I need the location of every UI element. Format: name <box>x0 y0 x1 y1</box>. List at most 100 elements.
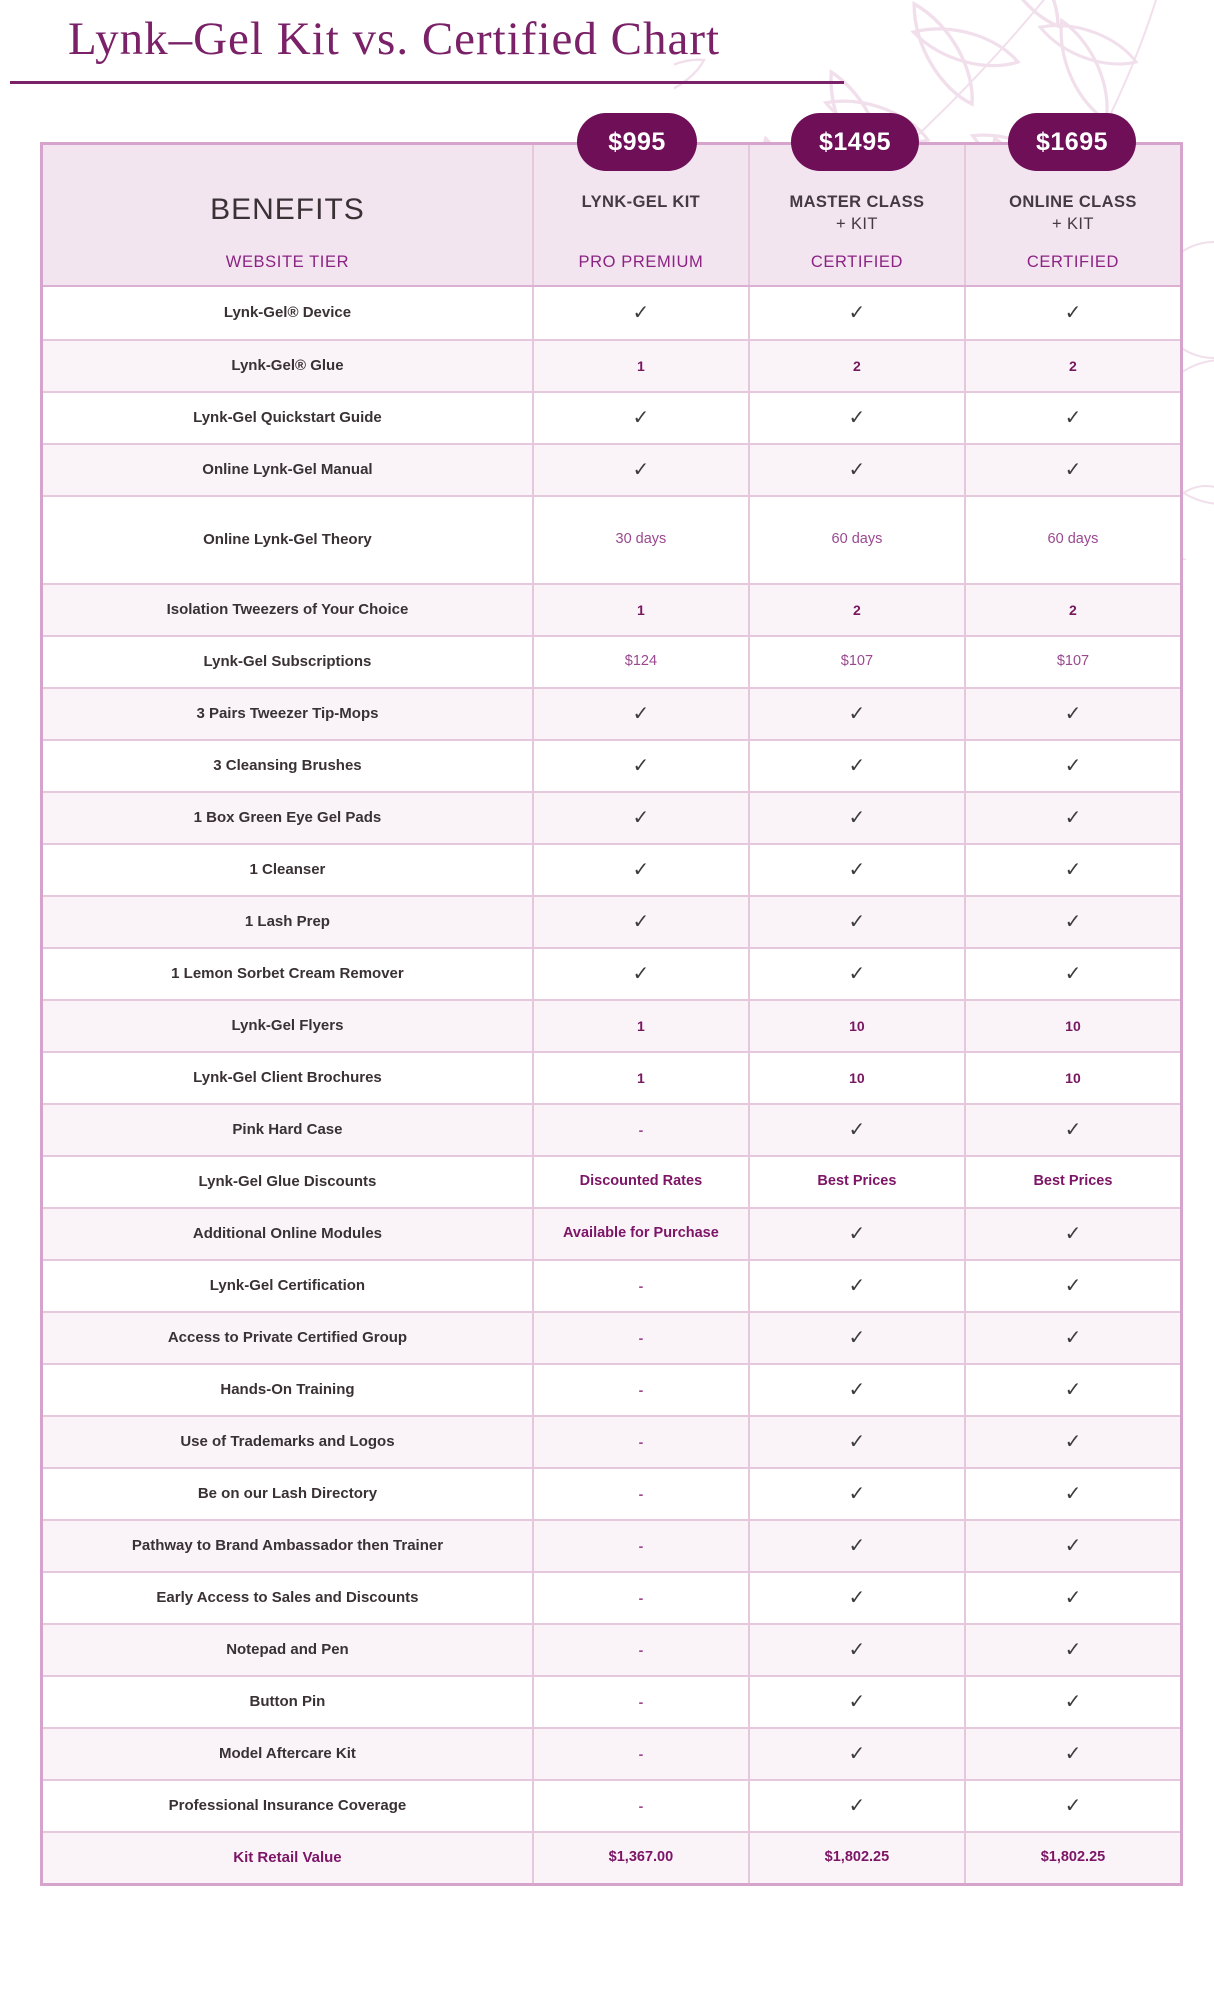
check-icon: ✓ <box>963 1625 1180 1675</box>
check-icon: ✓ <box>747 1209 964 1259</box>
value-cell: - <box>531 1781 748 1831</box>
benefit-label: Pink Hard Case <box>232 1121 343 1138</box>
table-row: 1 Box Green Eye Gel Pads ✓ ✓ ✓ <box>43 791 1180 843</box>
check-icon: ✓ <box>531 845 748 895</box>
column-subtitle: PRO PREMIUM <box>578 253 704 271</box>
check-icon: ✓ <box>531 793 748 843</box>
check-icon: ✓ <box>963 445 1180 495</box>
table-row: Notepad and Pen - ✓ ✓ <box>43 1623 1180 1675</box>
check-icon: ✓ <box>963 897 1180 947</box>
check-icon: ✓ <box>963 1573 1180 1623</box>
comparison-table: BENEFITS WEBSITE TIER LYNK-GEL KIT PRO P… <box>40 142 1183 1886</box>
table-row: Lynk-Gel Glue Discounts Discounted Rates B… <box>43 1155 1180 1207</box>
check-icon: ✓ <box>531 393 748 443</box>
table-row: Hands-On Training - ✓ ✓ <box>43 1363 1180 1415</box>
value-cell: $107 <box>747 637 964 687</box>
check-icon: ✓ <box>963 287 1180 339</box>
title-underline <box>10 81 844 84</box>
value-cell: - <box>531 1729 748 1779</box>
value-cell: - <box>531 1313 748 1363</box>
benefit-label: Additional Online Modules <box>192 1225 383 1242</box>
value-cell: 30 days <box>531 497 748 583</box>
price-badge-1695: $1695 <box>1007 113 1137 171</box>
benefit-label: 1 Lash Prep <box>244 913 330 930</box>
check-icon: ✓ <box>747 393 964 443</box>
check-icon: ✓ <box>747 1781 964 1831</box>
table-row: Lynk-Gel Subscriptions $124 $107 $107 <box>43 635 1180 687</box>
benefit-label: Kit Retail Value <box>233 1849 342 1866</box>
check-icon: ✓ <box>963 1677 1180 1727</box>
check-icon: ✓ <box>531 689 748 739</box>
value-cell: - <box>531 1417 748 1467</box>
table-row: Be on our Lash Directory - ✓ ✓ <box>43 1467 1180 1519</box>
price-badge-995: $995 <box>577 113 697 171</box>
value-cell: 10 <box>747 1053 964 1103</box>
benefit-label: Lynk-Gel Client Brochures <box>193 1069 382 1086</box>
value-cell: - <box>531 1573 748 1623</box>
benefit-label: Lynk-Gel® Glue <box>231 357 344 374</box>
benefit-label: Model Aftercare Kit <box>218 1745 356 1762</box>
check-icon: ✓ <box>747 1573 964 1623</box>
table-row: 3 Pairs Tweezer Tip-Mops ✓ ✓ ✓ <box>43 687 1180 739</box>
benefits-header-cell: BENEFITS WEBSITE TIER <box>43 145 532 285</box>
value-cell: 60 days <box>963 497 1180 583</box>
check-icon: ✓ <box>531 445 748 495</box>
benefit-label: Lynk-Gel Quickstart Guide <box>193 409 382 426</box>
benefit-label: 1 Cleanser <box>249 861 326 878</box>
check-icon: ✓ <box>531 741 748 791</box>
table-row: Button Pin - ✓ ✓ <box>43 1675 1180 1727</box>
benefit-label: Early Access to Sales and Discounts <box>156 1589 419 1606</box>
column-subtitle: CERTIFIED <box>1026 253 1120 271</box>
check-icon: ✓ <box>963 741 1180 791</box>
benefit-label: Isolation Tweezers of Your Choice <box>166 601 409 618</box>
column-header-online-class: ONLINE CLASS + KIT CERTIFIED <box>963 145 1180 285</box>
table-row: Lynk-Gel Quickstart Guide ✓ ✓ ✓ <box>43 391 1180 443</box>
value-cell: - <box>531 1105 748 1155</box>
value-cell: $1,367.00 <box>531 1833 748 1883</box>
table-row: Additional Online Modules Available for P… <box>43 1207 1180 1259</box>
benefit-label: Be on our Lash Directory <box>197 1485 378 1502</box>
check-icon: ✓ <box>747 949 964 999</box>
benefits-title: BENEFITS <box>210 193 365 226</box>
value-cell: $124 <box>531 637 748 687</box>
table-row: Kit Retail Value $1,367.00 $1,802.25 $1,802… <box>43 1831 1180 1883</box>
check-icon: ✓ <box>963 1521 1180 1571</box>
check-icon: ✓ <box>963 1209 1180 1259</box>
table-row: 1 Lash Prep ✓ ✓ ✓ <box>43 895 1180 947</box>
column-header-lynk-gel-kit: LYNK-GEL KIT PRO PREMIUM <box>531 145 748 285</box>
table-row: Lynk-Gel Client Brochures 1 10 10 <box>43 1051 1180 1103</box>
page-title: Lynk–Gel Kit vs. Certified Chart <box>68 13 721 65</box>
website-tier-label: WEBSITE TIER <box>225 253 350 271</box>
table-row: Lynk-Gel Certification - ✓ ✓ <box>43 1259 1180 1311</box>
check-icon: ✓ <box>531 949 748 999</box>
check-icon: ✓ <box>531 287 748 339</box>
value-cell: 10 <box>747 1001 964 1051</box>
check-icon: ✓ <box>747 1365 964 1415</box>
value-cell: $107 <box>963 637 1180 687</box>
check-icon: ✓ <box>747 1625 964 1675</box>
check-icon: ✓ <box>963 1781 1180 1831</box>
column-title: LYNK-GEL KIT <box>581 193 701 211</box>
value-cell: 1 <box>531 1053 748 1103</box>
benefit-label: Use of Trademarks and Logos <box>180 1433 395 1450</box>
benefit-label: Button Pin <box>249 1693 326 1710</box>
check-icon: ✓ <box>963 949 1180 999</box>
benefit-label: Lynk-Gel Flyers <box>231 1017 344 1034</box>
check-icon: ✓ <box>963 689 1180 739</box>
benefit-label: 3 Cleansing Brushes <box>213 757 362 774</box>
value-cell: - <box>531 1469 748 1519</box>
value-cell: 1 <box>531 1001 748 1051</box>
value-cell: - <box>531 1677 748 1727</box>
table-row: 1 Cleanser ✓ ✓ ✓ <box>43 843 1180 895</box>
check-icon: ✓ <box>747 1521 964 1571</box>
column-subtitle: CERTIFIED <box>810 253 904 271</box>
value-cell: Available for Purchase <box>531 1209 748 1259</box>
check-icon: ✓ <box>963 1365 1180 1415</box>
table-body: Lynk-Gel® Device ✓ ✓ ✓ Lynk-Gel® Glue 1 2 2 Lynk… <box>43 287 1180 1883</box>
check-icon: ✓ <box>747 793 964 843</box>
value-cell: - <box>531 1521 748 1571</box>
table-row: Lynk-Gel® Device ✓ ✓ ✓ <box>43 287 1180 339</box>
benefit-label: Online Lynk-Gel Manual <box>202 461 373 478</box>
column-title: ONLINE CLASS + KIT <box>1009 193 1137 234</box>
benefit-label: Lynk-Gel Subscriptions <box>203 653 372 670</box>
